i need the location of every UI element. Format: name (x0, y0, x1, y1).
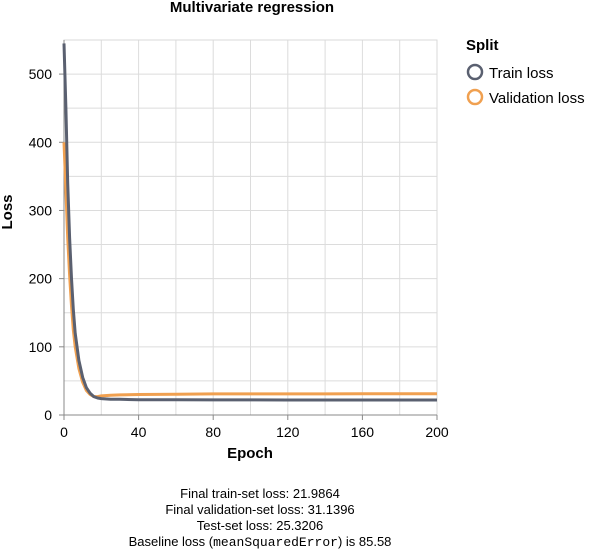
y-tick-label: 100 (29, 339, 53, 355)
y-tick-label: 500 (29, 66, 53, 82)
x-tick-label: 160 (351, 424, 375, 440)
x-tick-label: 200 (425, 424, 449, 440)
x-axis-title: Epoch (227, 445, 273, 462)
baseline-suffix: ) is 85.58 (337, 534, 392, 549)
baseline-loss-text: Baseline loss (meanSquaredError) is 85.5… (0, 534, 520, 551)
x-tick-label: 80 (205, 424, 221, 440)
legend-title: Split (466, 37, 499, 54)
train-loss-text: Final train-set loss: 21.9864 (180, 486, 340, 501)
y-tick-label: 400 (29, 134, 53, 150)
legend: Split Train loss Validation loss (466, 37, 585, 107)
y-tick-label: 0 (44, 407, 52, 423)
grid (63, 39, 438, 416)
series-lines (62, 43, 437, 402)
legend-label: Train loss (489, 65, 553, 82)
loss-chart: Multivariate regression 0 40 80 120 160 200 0… (0, 0, 585, 462)
chart-title: Multivariate regression (170, 0, 334, 16)
x-axis: 0 40 80 120 160 200 (60, 414, 449, 440)
legend-symbol (466, 63, 484, 81)
test-loss-text: Test-set loss: 25.3206 (196, 518, 324, 533)
loss-summary: Final train-set loss: 21.9864 Final vali… (0, 486, 520, 551)
validation-loss-text: Final validation-set loss: 31.1396 (165, 502, 355, 517)
y-tick-label: 300 (29, 202, 53, 218)
legend-symbol (466, 88, 484, 106)
series-line-train-loss (62, 43, 437, 402)
baseline-metric-code: meanSquaredError (213, 535, 338, 550)
legend-label: Validation loss (489, 90, 585, 107)
x-tick-label: 120 (276, 424, 300, 440)
baseline-prefix: Baseline loss ( (128, 534, 214, 549)
y-axis-title: Loss (0, 194, 16, 229)
y-axis: 0 100 200 300 400 500 (29, 40, 65, 423)
y-tick-label: 200 (29, 271, 53, 287)
x-tick-label: 40 (131, 424, 147, 440)
x-tick-label: 0 (60, 424, 68, 440)
